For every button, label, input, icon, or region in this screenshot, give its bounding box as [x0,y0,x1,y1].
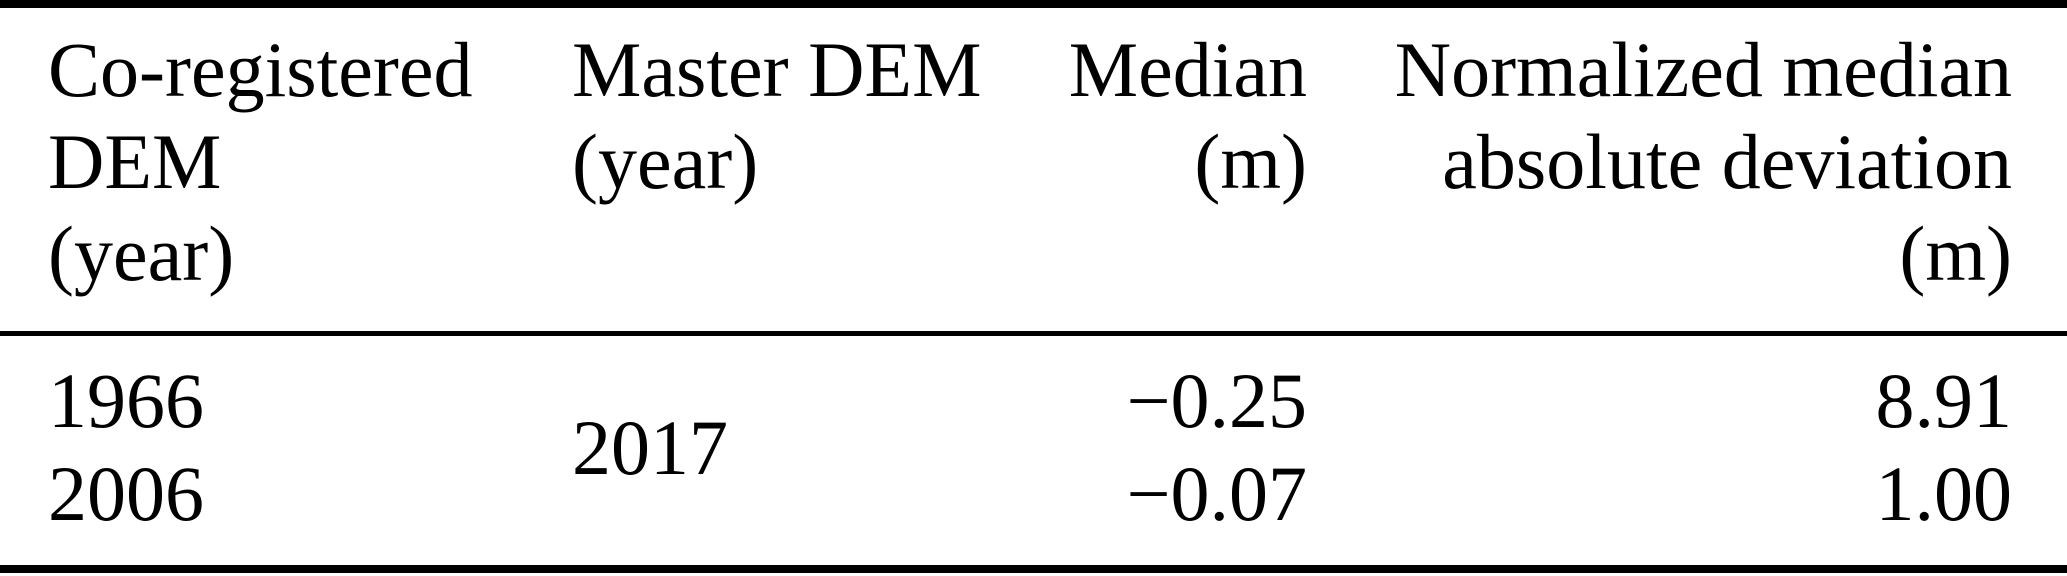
table-header: Co-registered DEM (year) Master DEM (yea… [0,4,2067,336]
table-row-2006: 2006 −0.07 1.00 [0,447,2067,569]
cell-master-dem-year: 2017 [572,403,728,491]
header-normalized-median-absolute-deviation-m: Normalized median absolute deviation (m) [1307,4,2067,336]
header-median-m: Median (m) [1010,4,1307,336]
header-row: Co-registered DEM (year) Master DEM (yea… [0,4,2067,336]
cell-co-registered-year-2006: 2006 [48,450,204,537]
cell-median-1966: −0.25 [1126,357,1308,444]
table-body: 1966 2017 −0.25 8.91 2006 −0.07 1.00 [0,334,2067,570]
header-master-dem-year: Master DEM (year) [572,4,1010,336]
table-row-1966: 1966 2017 −0.25 8.91 [0,334,2067,491]
cell-nmad-2006: 1.00 [1875,450,2013,537]
header-co-registered-dem-year: Co-registered DEM (year) [0,4,572,336]
cell-co-registered-year-1966: 1966 [48,357,204,444]
cell-nmad-1966: 8.91 [1875,357,2013,444]
cell-median-2006: −0.07 [1126,450,1308,537]
